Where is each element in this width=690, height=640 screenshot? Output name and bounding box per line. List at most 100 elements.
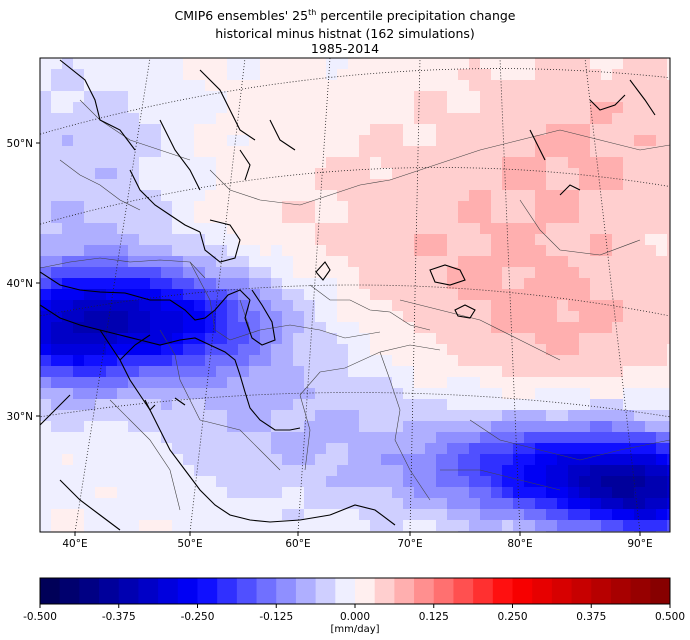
field-cell xyxy=(51,179,63,191)
field-cell xyxy=(403,300,415,312)
field-cell xyxy=(348,135,360,147)
field-cell xyxy=(491,201,503,213)
field-cell xyxy=(150,135,162,147)
field-cell xyxy=(304,212,316,224)
field-cell xyxy=(612,245,624,257)
field-cell xyxy=(590,223,602,235)
field-cell xyxy=(645,190,657,202)
field-cell xyxy=(227,289,239,301)
field-cell xyxy=(304,443,316,455)
field-cell xyxy=(392,333,404,345)
field-cell xyxy=(238,322,250,334)
field-cell xyxy=(348,91,360,103)
field-cell xyxy=(480,146,492,158)
field-cell xyxy=(535,410,547,422)
field-cell xyxy=(161,366,173,378)
field-cell xyxy=(436,212,448,224)
field-cell xyxy=(227,366,239,378)
field-cell xyxy=(117,300,129,312)
field-cell xyxy=(183,179,195,191)
field-cell xyxy=(271,289,283,301)
field-cell xyxy=(623,113,635,125)
field-cell xyxy=(667,465,670,477)
field-cell xyxy=(425,168,437,180)
field-cell xyxy=(656,311,668,323)
field-cell xyxy=(172,124,184,136)
field-cell xyxy=(304,179,316,191)
field-cell xyxy=(612,344,624,356)
field-cell xyxy=(403,91,415,103)
field-cell xyxy=(62,498,74,510)
field-cell xyxy=(117,80,129,92)
field-cell xyxy=(73,454,85,466)
field-cell xyxy=(51,190,63,202)
field-cell xyxy=(216,531,228,532)
field-cell xyxy=(579,69,591,81)
field-cell xyxy=(139,366,151,378)
field-cell xyxy=(282,179,294,191)
field-cell xyxy=(403,289,415,301)
field-cell xyxy=(634,245,646,257)
field-cell xyxy=(62,443,74,455)
field-cell xyxy=(161,58,173,70)
field-cell xyxy=(271,366,283,378)
field-cell xyxy=(469,212,481,224)
field-cell xyxy=(172,432,184,444)
field-cell xyxy=(73,91,85,103)
field-cell xyxy=(425,223,437,235)
field-cell xyxy=(469,421,481,433)
field-cell xyxy=(403,234,415,246)
field-cell xyxy=(337,135,349,147)
field-cell xyxy=(392,80,404,92)
field-cell xyxy=(634,113,646,125)
field-cell xyxy=(656,399,668,411)
field-cell xyxy=(106,498,118,510)
field-cell xyxy=(304,289,316,301)
field-cell xyxy=(359,80,371,92)
field-cell xyxy=(337,168,349,180)
field-cell xyxy=(458,58,470,70)
field-cell xyxy=(337,223,349,235)
field-cell xyxy=(590,366,602,378)
field-cell xyxy=(392,443,404,455)
field-cell xyxy=(205,267,217,279)
field-cell xyxy=(370,69,382,81)
field-cell xyxy=(436,146,448,158)
field-cell xyxy=(623,234,635,246)
field-cell xyxy=(205,135,217,147)
field-cell xyxy=(447,432,459,444)
field-cell xyxy=(84,135,96,147)
field-cell xyxy=(51,476,63,488)
field-cell xyxy=(150,179,162,191)
field-cell xyxy=(315,256,327,268)
field-cell xyxy=(326,377,338,389)
field-cell xyxy=(282,135,294,147)
field-cell xyxy=(612,465,624,477)
field-cell xyxy=(480,333,492,345)
field-cell xyxy=(469,355,481,367)
field-cell xyxy=(557,300,569,312)
field-cell xyxy=(40,443,52,455)
field-cell xyxy=(513,256,525,268)
field-cell xyxy=(392,300,404,312)
field-cell xyxy=(403,212,415,224)
field-cell xyxy=(447,234,459,246)
field-cell xyxy=(491,322,503,334)
field-cell xyxy=(150,157,162,169)
field-cell xyxy=(546,212,558,224)
field-cell xyxy=(194,223,206,235)
field-cell xyxy=(502,366,514,378)
field-cell xyxy=(348,399,360,411)
field-cell xyxy=(128,135,140,147)
field-cell xyxy=(172,190,184,202)
field-cell xyxy=(348,179,360,191)
field-cell xyxy=(62,476,74,488)
field-cell xyxy=(491,212,503,224)
field-cell xyxy=(425,80,437,92)
field-cell xyxy=(106,487,118,499)
field-cell xyxy=(40,212,52,224)
field-cell xyxy=(216,377,228,389)
field-cell xyxy=(524,454,536,466)
field-cell xyxy=(601,399,613,411)
